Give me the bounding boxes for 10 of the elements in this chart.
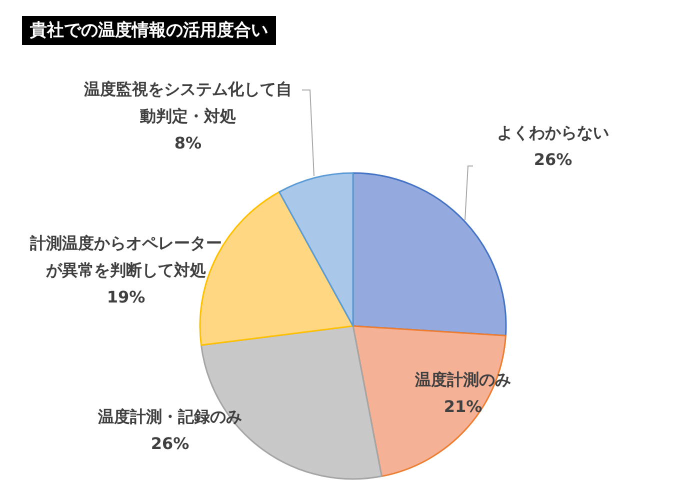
chart-title: 貴社での温度情報の活用度合い — [29, 20, 268, 40]
data-label: 26% — [534, 150, 572, 169]
data-label: 26% — [150, 434, 190, 453]
data-label: 21% — [444, 397, 482, 416]
slice-label: 計測温度からオペレーターが異常を判断して対処 — [29, 234, 222, 280]
data-label: 19% — [106, 288, 146, 306]
slice-label: 温度計測・記録のみ — [97, 407, 242, 426]
slice-label: 温度監視をシステム化して自動判定・対処 — [83, 80, 292, 126]
slice-label: よくわからない — [497, 123, 609, 142]
data-label: 8% — [174, 134, 202, 152]
